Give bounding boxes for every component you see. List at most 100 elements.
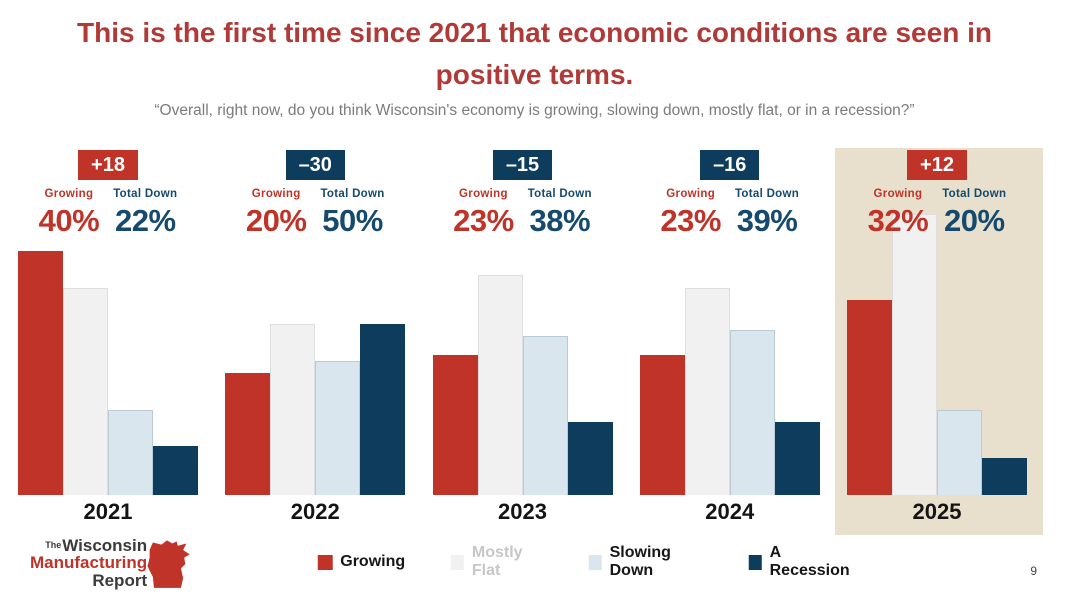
bar-growing: [847, 300, 892, 495]
bar-mostly-flat: [477, 275, 523, 495]
legend-swatch-icon: [317, 554, 333, 570]
total-down-value: 39%: [736, 203, 798, 238]
bar-growing: [432, 355, 478, 495]
total-down-stat: Total Down 20%: [942, 187, 1006, 240]
bar-a-recession: [153, 446, 198, 495]
summary-stats: Growing 20% Total Down 50%: [246, 187, 385, 240]
page-title-line1: This is the first time since 2021 that e…: [77, 17, 992, 48]
legend-swatch-icon: [748, 554, 762, 570]
total-down-value: 20%: [943, 203, 1005, 238]
legend-label: Growing: [340, 553, 406, 570]
bar-slowing-down: [522, 336, 568, 495]
growing-value: 40%: [38, 203, 100, 238]
net-change-badge: –15: [492, 150, 553, 180]
net-change-badge: +18: [78, 150, 138, 180]
legend-swatch-icon: [588, 554, 602, 570]
bar-growing: [225, 373, 271, 495]
year-label: 2023: [498, 499, 547, 524]
bar-cluster: [639, 214, 820, 495]
total-down-label: Total Down: [320, 188, 385, 200]
year-label: 2022: [290, 499, 340, 524]
growing-label: Growing: [44, 188, 94, 200]
bar-mostly-flat: [684, 288, 730, 495]
page-title-line2: positive terms.: [435, 59, 634, 90]
total-down-stat: Total Down 38%: [528, 187, 592, 240]
total-down-value: 22%: [114, 203, 176, 238]
bar-cluster: [18, 214, 198, 495]
logo-text: TheWisconsin Manufacturing Report: [30, 537, 147, 589]
year-label: 2021: [83, 499, 133, 524]
logo-the: The: [45, 540, 62, 550]
logo-line1: TheWisconsin: [45, 537, 147, 554]
bar-slowing-down: [108, 410, 153, 495]
survey-question: “Overall, right now, do you think Wiscon…: [154, 102, 915, 119]
year-label: 2025: [912, 499, 962, 524]
growing-stat: Growing 23%: [453, 187, 514, 240]
growing-label: Growing: [251, 188, 301, 200]
growing-value: 23%: [660, 203, 721, 238]
summary-stats: Growing 23% Total Down 39%: [660, 187, 799, 240]
total-down-label: Total Down: [527, 188, 592, 200]
chart: +18 Growing 40% Total Down 22% 2021 –30 Growing…: [0, 138, 1069, 536]
bar-mostly-flat: [270, 324, 316, 495]
bar-a-recession: [982, 458, 1027, 495]
total-down-stat: Total Down 39%: [735, 187, 799, 240]
bar-growing: [18, 251, 63, 495]
year-group-2023: –15 Growing 23% Total Down 38% 2023: [422, 138, 624, 525]
year-group-2024: –16 Growing 23% Total Down 39% 2024: [629, 138, 831, 525]
bar-a-recession: [567, 422, 613, 495]
bar-mostly-flat: [892, 214, 937, 495]
total-down-label: Total Down: [113, 188, 178, 200]
year-group-2021: +18 Growing 40% Total Down 22% 2021: [7, 138, 209, 525]
growing-value: 20%: [245, 203, 307, 238]
legend-label: Slowing Down: [609, 544, 671, 579]
growing-value: 23%: [453, 203, 514, 238]
legend-item-mostly-flat: Mostly Flat: [451, 544, 543, 580]
growing-label: Growing: [666, 188, 716, 200]
summary-stats: Growing 23% Total Down 38%: [453, 187, 592, 240]
growing-stat: Growing 20%: [246, 187, 307, 240]
year-group-2022: –30 Growing 20% Total Down 50% 2022: [214, 138, 416, 525]
bar-cluster: [225, 214, 406, 495]
net-change-badge: –16: [700, 150, 760, 180]
summary-stats: Growing 32% Total Down 20%: [868, 187, 1007, 240]
wisconsin-state-icon: [147, 540, 190, 588]
total-down-label: Total Down: [942, 188, 1007, 200]
bar-slowing-down: [729, 330, 775, 495]
growing-value: 32%: [867, 203, 929, 238]
growing-label: Growing: [873, 188, 923, 200]
page-title: This is the first time since 2021 that e…: [0, 12, 1069, 96]
total-down-stat: Total Down 22%: [113, 187, 177, 240]
year-label: 2024: [705, 499, 755, 524]
logo: TheWisconsin Manufacturing Report: [30, 536, 193, 590]
net-change-badge: –30: [285, 150, 345, 180]
growing-stat: Growing 40%: [39, 187, 100, 240]
logo-manufacturing: Manufacturing: [30, 553, 148, 573]
total-down-value: 50%: [322, 203, 383, 238]
bar-growing: [639, 355, 685, 495]
year-group-2025: +12 Growing 32% Total Down 20% 2025: [836, 138, 1038, 525]
bar-cluster: [847, 214, 1027, 495]
total-down-value: 38%: [529, 203, 591, 238]
growing-label: Growing: [459, 188, 508, 200]
total-down-stat: Total Down 50%: [320, 187, 384, 240]
footer: TheWisconsin Manufacturing Report Growin…: [0, 536, 1069, 598]
bar-slowing-down: [315, 361, 361, 495]
legend-swatch-icon: [451, 554, 464, 570]
legend: Growing Mostly Flat Slowing Down A Recessio…: [317, 544, 852, 580]
growing-stat: Growing 32%: [868, 187, 929, 240]
bar-slowing-down: [937, 410, 982, 495]
page-number: 9: [1030, 564, 1037, 578]
legend-item-growing: Growing: [317, 553, 405, 571]
growing-stat: Growing 23%: [660, 187, 721, 240]
total-down-label: Total Down: [734, 188, 800, 200]
chart-groups: +18 Growing 40% Total Down 22% 2021 –30 Growing…: [0, 138, 1069, 525]
bar-mostly-flat: [63, 288, 108, 495]
bar-a-recession: [360, 324, 406, 495]
bar-cluster: [432, 214, 613, 495]
legend-item-slowing-down: Slowing Down: [588, 544, 703, 580]
slide-root: This is the first time since 2021 that e…: [0, 12, 1069, 598]
net-change-badge: +12: [907, 150, 967, 180]
logo-wisconsin: Wisconsin: [62, 536, 148, 555]
logo-report: Report: [92, 570, 148, 590]
